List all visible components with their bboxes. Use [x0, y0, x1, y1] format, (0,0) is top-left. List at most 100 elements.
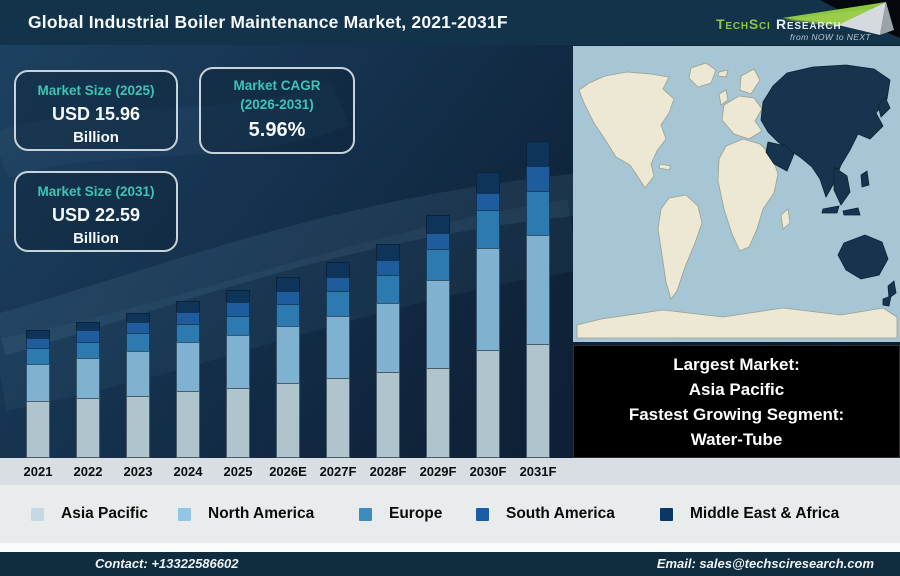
card-label: (2026-2031)	[240, 97, 314, 112]
legend-item-middle-east-africa: Middle East & Africa	[660, 485, 839, 543]
x-axis-label-2025: 2025	[223, 464, 253, 479]
bar-segment-north-america	[426, 280, 450, 369]
bar-2025	[226, 290, 250, 458]
legend-swatch-icon	[660, 507, 673, 521]
map-region-australia	[837, 234, 889, 280]
legend-swatch-icon	[178, 507, 191, 521]
bar-2029F	[426, 215, 450, 458]
bar-2031F	[526, 141, 550, 458]
bar-segment-middle-east-africa	[526, 141, 550, 167]
chart-legend: Asia Pacific North America Europe South Ame…	[0, 485, 900, 543]
bar-segment-south-america	[226, 302, 250, 317]
logo-text-secondary: Research	[776, 16, 841, 32]
bar-segment-asia-pacific	[326, 378, 350, 458]
bar-segment-europe	[276, 304, 300, 327]
logo-text-primary: TechSci	[716, 16, 771, 32]
bar-segment-asia-pacific	[226, 388, 250, 458]
x-axis-label-2023: 2023	[123, 464, 153, 479]
bar-segment-asia-pacific	[476, 350, 500, 458]
map-region-japan	[877, 96, 891, 118]
callout-line: Water-Tube	[690, 429, 783, 449]
map-region-uk	[718, 89, 729, 106]
x-axis: 2021 2022 2023 2024 2025 2026E 2027F 2028F 2029F…	[0, 458, 900, 485]
x-axis-label-2028F: 2028F	[369, 464, 407, 479]
card-label: Market Size (2031)	[37, 184, 155, 199]
map-region-asia	[760, 64, 891, 198]
bar-segment-europe	[376, 275, 400, 304]
bar-segment-south-america	[426, 233, 450, 250]
map-region-arabia	[765, 141, 795, 172]
card-label: Market Size (2025)	[37, 83, 155, 98]
map-region-europe	[721, 95, 763, 140]
x-axis-label-2021: 2021	[23, 464, 53, 479]
x-axis-label-2024: 2024	[173, 464, 203, 479]
bar-segment-north-america	[526, 235, 550, 345]
contact-email: Email: sales@techsciresearch.com	[656, 556, 874, 571]
bar-2030F	[476, 172, 500, 458]
map-land-regions	[576, 62, 898, 339]
bar-segment-south-america	[276, 291, 300, 305]
bar-segment-asia-pacific	[426, 368, 450, 458]
map-region-north-america	[578, 71, 675, 189]
techsci-logo: TechSci Research from NOW to NEXT	[688, 0, 900, 45]
bar-segment-south-america	[526, 166, 550, 192]
footer-bar: Contact: +13322586602 Email: sales@techs…	[0, 552, 900, 576]
stacked-bar-chart	[0, 45, 573, 458]
legend-label: Middle East & Africa	[690, 505, 840, 522]
x-axis-label-2027F: 2027F	[319, 464, 357, 479]
bar-segment-europe	[76, 342, 100, 359]
logo-tagline: from NOW to NEXT	[790, 32, 871, 42]
bar-2028F	[376, 244, 400, 458]
map-region-philippines	[860, 170, 870, 188]
x-axis-label-2030F: 2030F	[469, 464, 507, 479]
bar-segment-middle-east-africa	[426, 215, 450, 234]
map-region-iceland	[717, 69, 729, 78]
bar-segment-asia-pacific	[176, 391, 200, 458]
legend-item-south-america: South America	[476, 485, 615, 543]
x-axis-label-2031F: 2031F	[519, 464, 557, 479]
bar-2023	[126, 313, 150, 458]
bar-segment-europe	[476, 210, 500, 249]
callout-line: Fastest Growing Segment:	[628, 404, 845, 424]
map-region-caribbean	[658, 163, 672, 171]
footer-divider	[0, 543, 900, 552]
bar-segment-north-america	[276, 326, 300, 384]
legend-item-north-america: North America	[178, 485, 314, 543]
x-axis-label-2022: 2022	[73, 464, 103, 479]
bar-segment-south-america	[376, 260, 400, 276]
bar-segment-north-america	[326, 316, 350, 379]
bar-segment-south-america	[326, 277, 350, 292]
bar-segment-europe	[26, 348, 50, 365]
legend-label: Asia Pacific	[61, 505, 149, 522]
map-region-greenland	[688, 62, 717, 88]
bar-segment-north-america	[76, 358, 100, 399]
bar-segment-south-america	[476, 193, 500, 211]
x-axis-label-2029F: 2029F	[419, 464, 457, 479]
bar-segment-asia-pacific	[526, 344, 550, 458]
page-title: Global Industrial Boiler Maintenance Mar…	[28, 12, 508, 32]
map-region-indochina	[833, 166, 851, 206]
bar-segment-asia-pacific	[376, 372, 400, 458]
bar-segment-europe	[326, 291, 350, 317]
map-region-scandinavia	[739, 68, 761, 95]
bar-segment-north-america	[26, 364, 50, 402]
bar-segment-north-america	[376, 303, 400, 373]
bar-segment-asia-pacific	[26, 401, 50, 458]
bar-segment-europe	[426, 249, 450, 281]
bar-segment-asia-pacific	[126, 396, 150, 458]
legend-item-europe: Europe	[359, 485, 442, 543]
card-value: 5.96%	[248, 119, 306, 141]
largest-market-callout: Largest Market: Asia Pacific Fastest Gro…	[573, 345, 900, 458]
bar-2026E	[276, 277, 300, 458]
x-axis-label-2026E: 2026E	[269, 464, 307, 479]
bar-segment-europe	[526, 191, 550, 236]
title-bar: Global Industrial Boiler Maintenance Mar…	[0, 0, 900, 45]
card-value: USD 15.96	[51, 104, 141, 124]
market-size-2025-card: Market Size (2025) USD 15.96 Billion	[14, 70, 178, 151]
legend-label: South America	[506, 505, 615, 522]
legend-item-asia-pacific: Asia Pacific	[31, 485, 148, 543]
bar-segment-middle-east-africa	[276, 277, 300, 292]
market-size-2031-card: Market Size (2031) USD 22.59 Billion	[14, 171, 178, 252]
callout-line: Largest Market:	[673, 354, 800, 374]
bar-segment-middle-east-africa	[476, 172, 500, 194]
